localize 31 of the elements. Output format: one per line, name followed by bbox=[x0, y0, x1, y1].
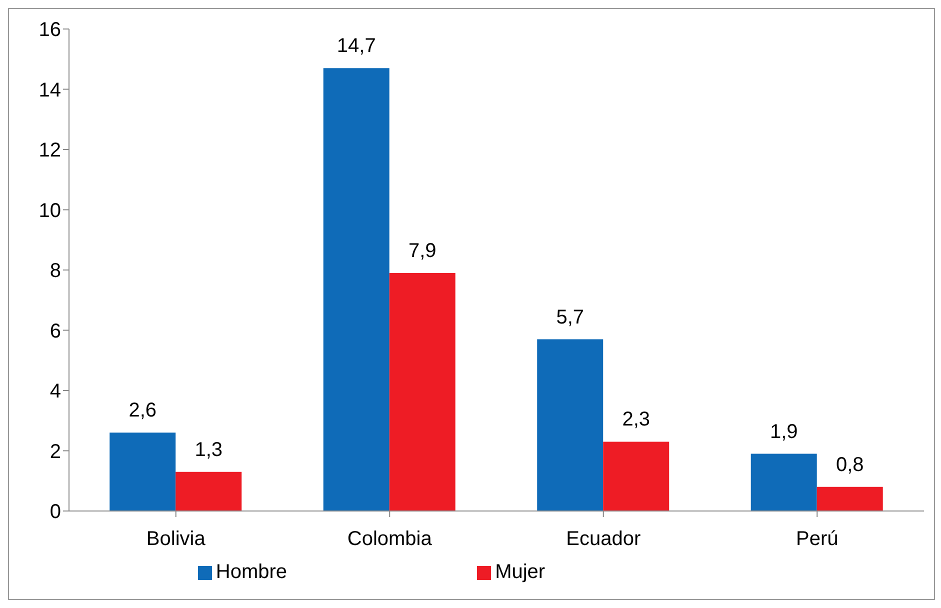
y-tick-label: 2 bbox=[50, 440, 61, 463]
y-tick-label: 12 bbox=[38, 140, 61, 162]
bar bbox=[323, 68, 390, 511]
data-label: 0,8 bbox=[836, 454, 864, 476]
y-tick-label: 6 bbox=[50, 320, 61, 342]
data-label: 14,7 bbox=[336, 35, 376, 58]
bar bbox=[750, 454, 817, 511]
bar bbox=[537, 339, 604, 511]
legend-label: Hombre bbox=[216, 561, 288, 583]
bar bbox=[603, 442, 670, 511]
data-label: 1,9 bbox=[770, 420, 798, 443]
y-tick-label: 14 bbox=[38, 79, 61, 102]
bar bbox=[110, 432, 176, 511]
y-tick-label: 10 bbox=[38, 200, 61, 222]
x-tick-label: Perú bbox=[796, 528, 838, 550]
x-tick-label: Bolivia bbox=[146, 528, 206, 550]
x-tick-label: Ecuador bbox=[566, 528, 641, 550]
data-label: 2,3 bbox=[622, 408, 650, 431]
y-tick-label: 16 bbox=[38, 19, 61, 42]
bar bbox=[816, 486, 883, 511]
x-tick-label: Colombia bbox=[347, 528, 433, 550]
data-label: 5,7 bbox=[556, 306, 584, 328]
y-tick-label: 8 bbox=[50, 260, 61, 282]
data-label: 1,3 bbox=[194, 438, 223, 461]
legend-label: Mujer bbox=[495, 561, 546, 583]
y-tick-label: 4 bbox=[50, 380, 61, 403]
bar bbox=[176, 472, 242, 511]
data-label: 7,9 bbox=[408, 240, 436, 262]
y-tick-label: 0 bbox=[50, 501, 61, 524]
data-label: 2,6 bbox=[128, 400, 157, 422]
bar bbox=[389, 273, 456, 511]
